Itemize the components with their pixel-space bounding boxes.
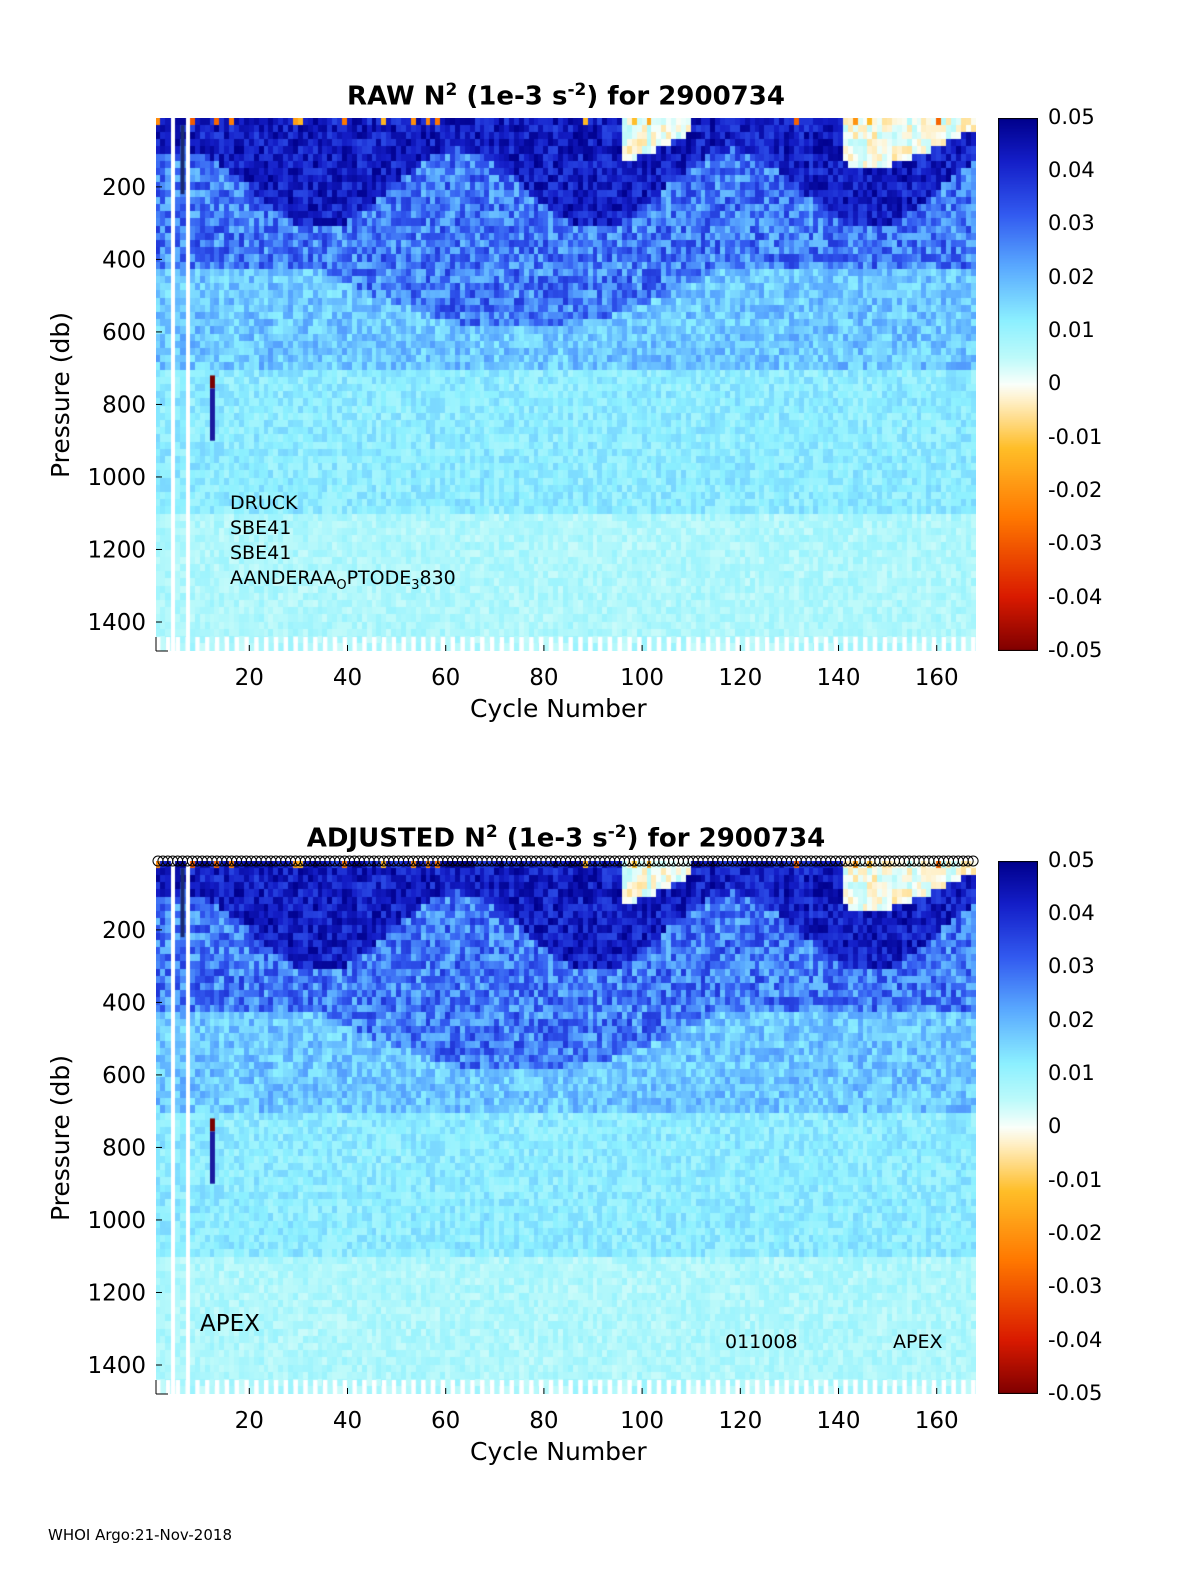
raw-n2-heatmap (156, 118, 976, 651)
raw-annotation-oxygen-sensor: AANDERAAOPTODE3830 (230, 567, 456, 593)
x-tick-label: 160 (915, 1408, 959, 1434)
adjusted-n2-heatmap (156, 861, 976, 1394)
cbar-tick-label: -0.02 (1048, 478, 1103, 502)
x-tick-label: 140 (817, 1408, 861, 1434)
y-tick-label: 200 (102, 918, 146, 944)
panel-raw-title: RAW N2 (1e-3 s-2) for 2900734 (156, 80, 976, 112)
x-tick-label: 120 (718, 665, 762, 691)
cbar-tick-label: -0.02 (1048, 1221, 1103, 1245)
adj-title-sup2: -2 (607, 822, 627, 842)
cbar-tick-label: 0.02 (1048, 1008, 1095, 1032)
cbar-tick-label: 0.03 (1048, 954, 1095, 978)
adj-title-sup1: 2 (485, 822, 498, 842)
x-tick-label: 120 (718, 1408, 762, 1434)
x-tick-label: 40 (333, 1408, 362, 1434)
y-tick-label: 1000 (87, 1208, 146, 1234)
panel-adjusted-title: ADJUSTED N2 (1e-3 s-2) for 2900734 (156, 822, 976, 854)
adjusted-ylabel: Pressure (db) (46, 1055, 75, 1221)
adj-title-prefix: ADJUSTED N (306, 823, 486, 854)
oxygen-sensor-sub-2: 3 (411, 577, 420, 593)
cbar-tick-label: -0.04 (1048, 585, 1103, 609)
adjusted-xlabel: Cycle Number (470, 1437, 647, 1466)
oxygen-sensor-sub-1: O (336, 577, 347, 593)
oxygen-sensor-part-b: PTODE (346, 567, 412, 589)
cbar-tick-label: -0.03 (1048, 1274, 1103, 1298)
x-tick-label: 80 (529, 665, 558, 691)
x-tick-label: 60 (431, 665, 460, 691)
cbar-tick-label: 0.05 (1048, 848, 1095, 872)
y-tick-label: 1400 (87, 610, 146, 636)
raw-colorbar (998, 118, 1038, 651)
x-tick-label: 60 (431, 1408, 460, 1434)
raw-ylabel: Pressure (db) (46, 312, 75, 478)
x-tick-label: 20 (235, 1408, 264, 1434)
x-tick-label: 100 (620, 665, 664, 691)
x-tick-label: 80 (529, 1408, 558, 1434)
cbar-tick-label: 0.02 (1048, 265, 1095, 289)
y-tick-label: 200 (102, 175, 146, 201)
cbar-tick-label: 0 (1048, 371, 1062, 395)
cbar-tick-label: 0.03 (1048, 211, 1095, 235)
x-tick-label: 140 (817, 665, 861, 691)
cbar-tick-label: -0.04 (1048, 1328, 1103, 1352)
y-tick-label: 400 (102, 247, 146, 273)
cbar-tick-label: 0.01 (1048, 1061, 1095, 1085)
footer-credit: WHOI Argo:21-Nov-2018 (48, 1526, 232, 1544)
adj-title-mid: (1e-3 s (497, 823, 608, 854)
adjusted-colorbar (998, 861, 1038, 1394)
y-tick-label: 600 (102, 1063, 146, 1089)
cbar-tick-label: 0.05 (1048, 105, 1095, 129)
adjusted-annotation-platform: APEX (893, 1331, 943, 1353)
x-tick-label: 20 (235, 665, 264, 691)
raw-annotation-ctd-1: SBE41 (230, 517, 292, 539)
raw-annotation-pressure-sensor: DRUCK (230, 492, 298, 514)
y-tick-label: 1400 (87, 1353, 146, 1379)
y-tick-label: 1200 (87, 537, 146, 563)
x-tick-label: 40 (333, 665, 362, 691)
y-tick-label: 1200 (87, 1280, 146, 1306)
cbar-tick-label: -0.01 (1048, 1168, 1103, 1192)
cbar-tick-label: -0.05 (1048, 1381, 1103, 1405)
y-tick-label: 600 (102, 320, 146, 346)
cbar-tick-label: -0.01 (1048, 425, 1103, 449)
raw-title-sup1: 2 (445, 80, 458, 100)
x-tick-label: 160 (915, 665, 959, 691)
y-tick-label: 800 (102, 1135, 146, 1161)
cbar-tick-label: 0.04 (1048, 901, 1095, 925)
raw-title-prefix: RAW N (347, 81, 446, 112)
raw-title-suffix: ) for 2900734 (586, 81, 785, 112)
adjusted-annotation-serial: 011008 (725, 1331, 798, 1353)
x-tick-label: 100 (620, 1408, 664, 1434)
raw-title-sup2: -2 (567, 80, 587, 100)
cbar-tick-label: 0.04 (1048, 158, 1095, 182)
oxygen-sensor-part-a: AANDERAA (230, 567, 337, 589)
cbar-tick-label: -0.05 (1048, 638, 1103, 662)
y-tick-label: 400 (102, 990, 146, 1016)
raw-annotation-ctd-2: SBE41 (230, 542, 292, 564)
y-tick-label: 800 (102, 392, 146, 418)
raw-xlabel: Cycle Number (470, 694, 647, 723)
cbar-tick-label: 0 (1048, 1114, 1062, 1138)
y-tick-label: 1000 (87, 465, 146, 491)
oxygen-sensor-part-c: 830 (419, 567, 456, 589)
cbar-tick-label: -0.03 (1048, 531, 1103, 555)
cbar-tick-label: 0.01 (1048, 318, 1095, 342)
raw-title-mid: (1e-3 s (457, 81, 568, 112)
adj-title-suffix: ) for 2900734 (626, 823, 826, 854)
adjusted-annotation-float-type: APEX (200, 1311, 260, 1337)
